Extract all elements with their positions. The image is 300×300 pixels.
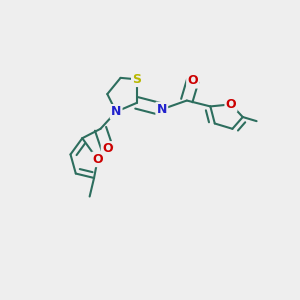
Text: O: O — [102, 142, 112, 155]
Text: O: O — [226, 98, 236, 111]
Text: S: S — [132, 73, 141, 86]
Text: O: O — [188, 74, 198, 87]
Text: O: O — [92, 153, 103, 166]
Text: N: N — [111, 105, 121, 118]
Text: N: N — [157, 103, 167, 116]
